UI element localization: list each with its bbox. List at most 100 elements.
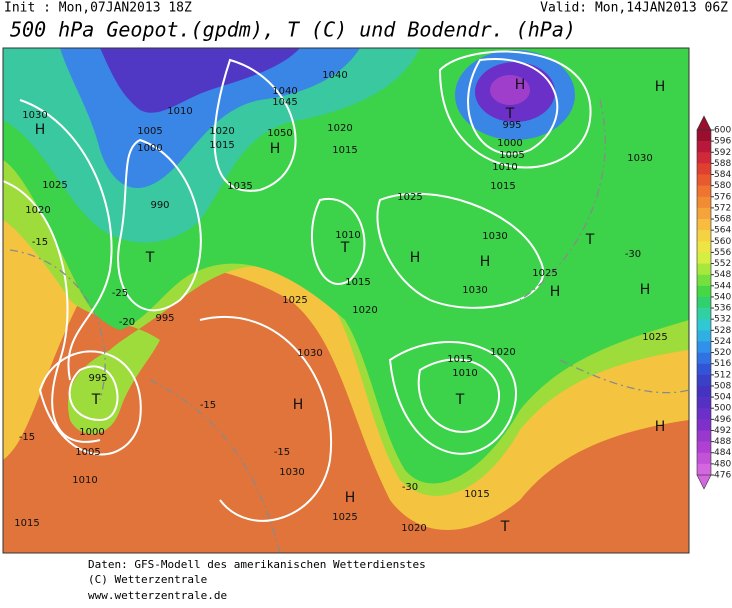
contour-label: -25 [112,288,128,299]
contour-label: 1015 [345,277,370,288]
colorbar-label: 588 [714,159,731,169]
pressure-center: H [655,79,666,95]
isobar [3,99,113,443]
colorbar-swatch [697,296,711,309]
colorbar-swatch [697,441,711,454]
colorbar-swatch [697,352,711,365]
data-source: Daten: GFS-Modell des amerikanischen Wet… [88,558,426,571]
contour-label: 1015 [14,518,39,529]
contour-label: 1025 [397,192,422,203]
colorbar-label: 576 [714,192,731,202]
map-title: 500 hPa Geopot.(gpdm), T (C) und Bodendr… [10,18,576,42]
colorbar-swatch [697,252,711,264]
pressure-center: H [480,254,491,270]
pressure-center: H [410,250,421,266]
contour-label: 1030 [627,153,652,164]
colorbar-swatch [697,430,711,442]
colorbar-swatch [697,130,711,142]
colorbar-label: 540 [714,292,731,302]
contour-label: -30 [402,482,418,493]
colorbar-label: 548 [714,270,731,280]
colorbar-label: 536 [714,304,731,314]
colorbar-swatch [697,308,711,320]
colorbar-label: 524 [714,337,731,347]
isobar [213,58,366,285]
valid-time: Valid: Mon,14JAN2013 06Z [540,1,728,16]
contour-label: 1015 [464,489,489,500]
isobar [117,138,202,312]
contour-label: 1005 [137,126,162,137]
colorbar-swatch [697,463,711,476]
pressure-center: H [515,77,526,93]
colorbar-swatch [697,285,711,298]
contour-label: 1005 [75,447,100,458]
colorbar-swatch [697,263,711,275]
violet-core [490,75,530,105]
colorbar-swatch [697,330,711,342]
pressure-center: T [340,240,350,256]
contour-label: 1020 [490,347,515,358]
contour-label: -15 [32,237,48,248]
map: H103010251020-15T990995-25-20T9951000100… [2,47,690,554]
pressure-center: H [550,284,561,300]
colorbar-swatch [697,319,711,331]
contour-label: 995 [502,120,521,131]
pressure-center: H [293,397,304,413]
contour-label: 995 [155,313,174,324]
colorbar-label: 500 [714,404,731,414]
contour-label: 1025 [42,180,67,191]
isotherm [9,99,689,553]
contour-label: 1045 [272,97,297,108]
pressure-center: T [455,392,465,408]
contour-label: 1040 [322,70,347,81]
website: www.wetterzentrale.de [88,589,227,602]
colorbar-label: 480 [714,459,731,469]
map-labels: H103010251020-15T990995-25-20T9951000100… [14,70,667,535]
contour-label: 1025 [332,512,357,523]
contour-label: 1020 [352,305,377,316]
colorbar-label: 496 [714,415,731,425]
contour-label: 1030 [22,110,47,121]
contour-label: 1025 [282,295,307,306]
contour-label: 1020 [209,126,234,137]
pressure-center: T [505,106,515,122]
colorbar-label: 564 [714,226,731,236]
contour-label: 1020 [401,523,426,534]
contour-label: 1030 [482,231,507,242]
contour-label: 1050 [267,128,292,139]
colorbar-swatch [697,163,711,175]
colorbar-swatch [697,219,711,231]
contour-label: 1035 [227,181,252,192]
contour-label: 1000 [79,427,104,438]
pressure-center: H [640,282,651,298]
isobar [388,341,517,455]
colorbar-label: 556 [714,248,731,258]
contour-label: -30 [625,249,641,260]
contour-label: 1010 [72,475,97,486]
indigo-region [100,48,300,113]
init-time: Init : Mon,07JAN2013 18Z [4,1,192,16]
colorbar-label: 504 [714,393,731,403]
colorbar-swatch [697,185,711,198]
pressure-center: H [35,122,46,138]
contour-label: 1005 [499,150,524,161]
colorbar-swatch [697,230,711,242]
colorbar-label: 552 [714,259,731,269]
colorbar-label: 560 [714,237,731,247]
colorbar-swatch [697,374,711,387]
colorbar-swatch [697,452,711,465]
isobar [438,50,592,169]
contour-label: 1030 [462,285,487,296]
contour-label: 1015 [332,145,357,156]
contour-label: 1025 [532,268,557,279]
colorbar-label: 596 [714,137,731,147]
colorbar-label: 476 [714,471,731,481]
contour-label: 1015 [209,140,234,151]
colorbar-swatch [697,397,711,409]
colorbar: 6005965925885845805765725685645605565525… [696,115,731,490]
colorbar-label: 584 [714,170,731,180]
contour-label: 1010 [452,368,477,379]
colorbar-label: 508 [714,381,731,391]
pressure-center: T [500,519,510,535]
